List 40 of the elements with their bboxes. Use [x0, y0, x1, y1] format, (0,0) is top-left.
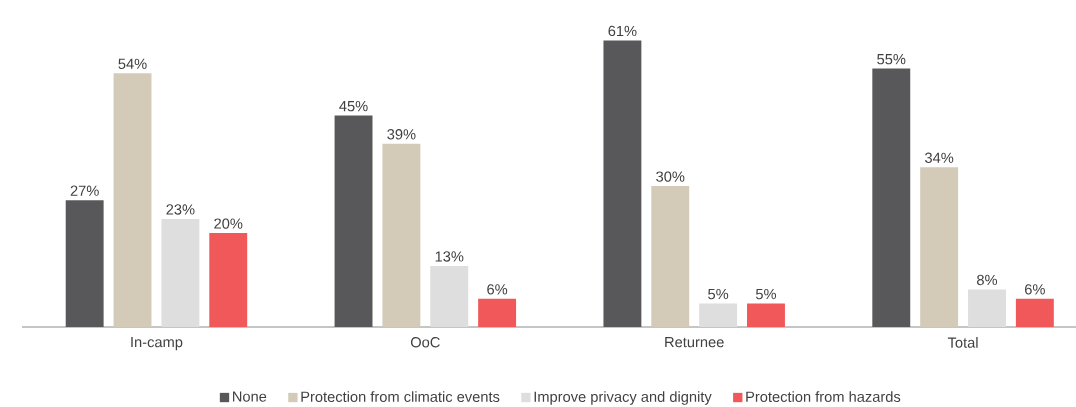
bar — [872, 68, 911, 327]
data-label: 30% — [656, 171, 685, 182]
data-label: 6% — [1025, 284, 1045, 295]
bar — [430, 265, 469, 327]
data-label: 6% — [487, 284, 508, 295]
data-label: 13% — [435, 251, 464, 262]
data-label: 34% — [925, 152, 954, 163]
data-label: 5% — [708, 288, 729, 300]
bar — [747, 303, 785, 327]
bar — [478, 298, 517, 327]
x-tick-label: Returnee — [665, 337, 724, 348]
bar — [920, 167, 959, 327]
bar — [382, 143, 421, 327]
legend-label: Protection from climatic events — [301, 391, 500, 402]
x-tick-label: OoC — [410, 337, 440, 348]
bar — [334, 115, 373, 327]
legend-label: None — [233, 391, 267, 402]
x-tick-label: In-camp — [131, 337, 183, 351]
legend-label: Protection from hazards — [746, 391, 901, 402]
data-label: 54% — [118, 58, 147, 70]
data-label: 45% — [339, 100, 368, 112]
bar — [1015, 298, 1054, 327]
bar — [651, 186, 690, 327]
data-label: 5% — [755, 288, 777, 300]
data-label: 23% — [166, 204, 195, 215]
data-label: 61% — [608, 25, 637, 37]
data-label: 27% — [70, 185, 99, 196]
data-label: 8% — [977, 274, 998, 286]
x-tick-label: Total — [947, 337, 978, 348]
data-label: 55% — [877, 54, 906, 65]
bar — [968, 289, 1006, 327]
data-label: 39% — [387, 129, 416, 140]
bar — [161, 218, 200, 327]
data-label: 20% — [214, 218, 243, 229]
bar — [65, 200, 104, 327]
bar — [699, 303, 738, 327]
legend-label: Improve privacy and dignity — [534, 391, 712, 405]
bar — [209, 233, 248, 327]
bar — [113, 73, 152, 327]
bar — [603, 40, 642, 327]
